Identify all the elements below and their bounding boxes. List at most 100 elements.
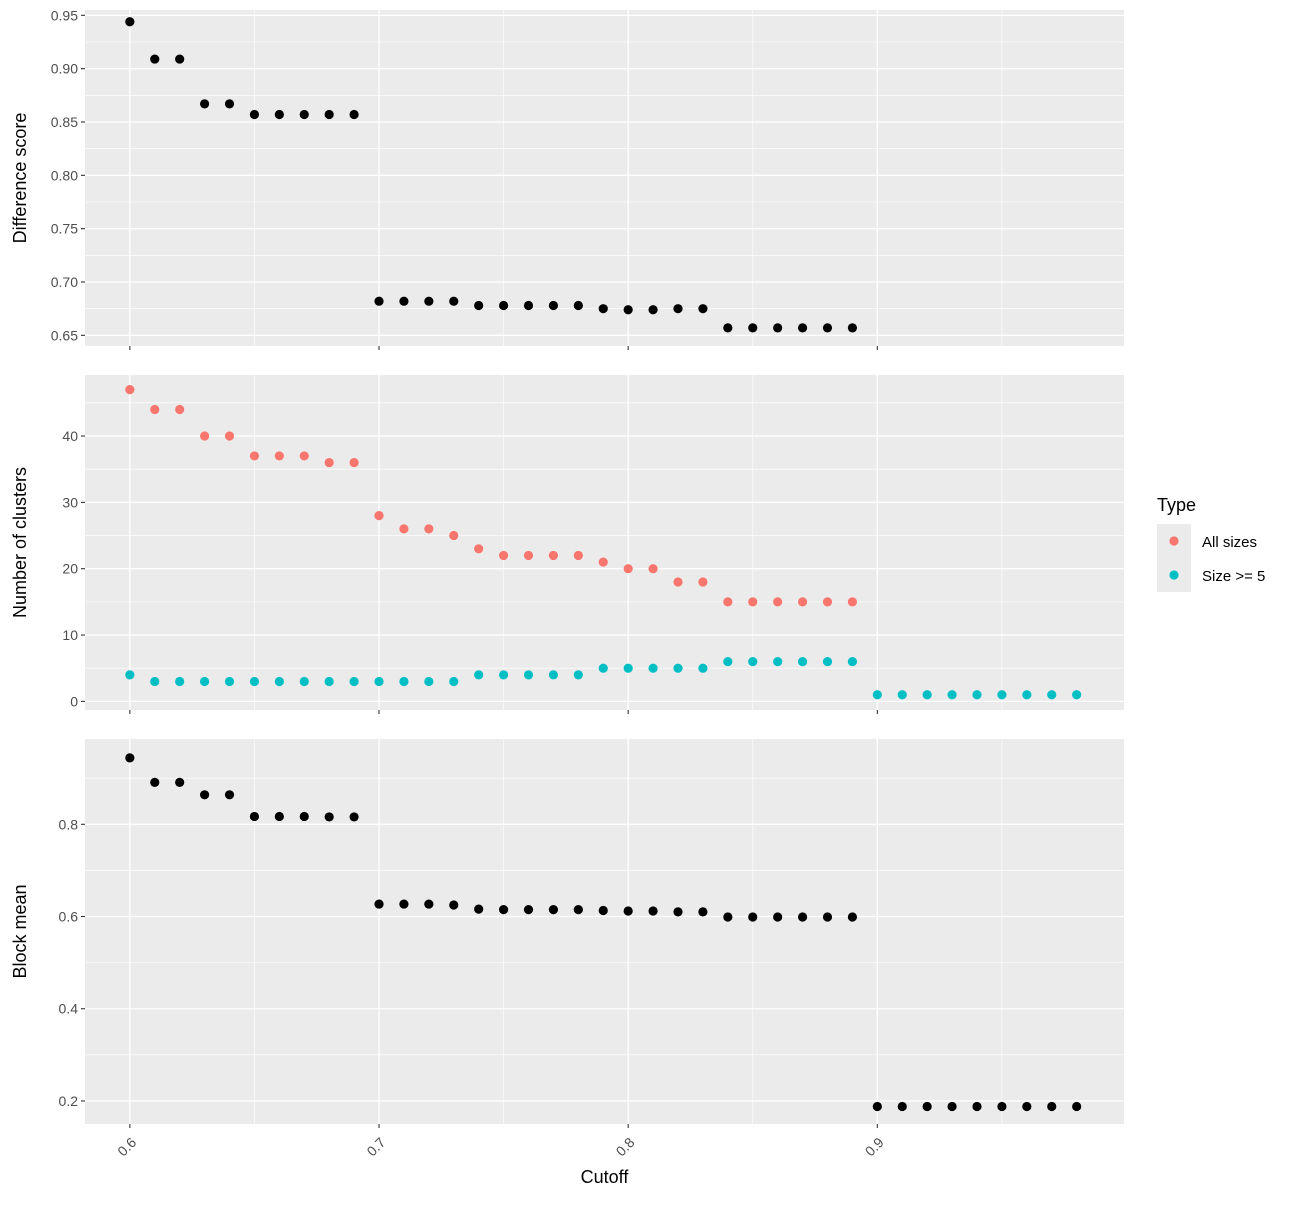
data-point-series-1	[449, 900, 459, 910]
data-point-series-2	[1022, 690, 1032, 700]
legend-key-point	[1169, 570, 1179, 580]
data-point-series-1	[1072, 1101, 1082, 1112]
data-point-series-1	[748, 912, 758, 922]
data-point-series-1	[1047, 1101, 1057, 1112]
data-point-series-1	[399, 296, 409, 306]
y-tick-label: 0.95	[51, 7, 78, 23]
data-point-series-2	[598, 663, 608, 673]
y-tick-label: 0.4	[59, 1001, 79, 1017]
data-point-series-1	[125, 17, 135, 27]
panel-2: 0 10 20 30 40 Number of clusters Type All sizes…	[10, 375, 1265, 714]
data-point-series-1	[125, 753, 135, 763]
data-point-series-1	[199, 99, 210, 109]
data-point-series-2	[972, 690, 982, 700]
y-tick-label: 0.90	[51, 61, 78, 77]
y-tick-label: 0.6	[59, 909, 79, 925]
data-point-series-2	[424, 676, 434, 687]
y-tick-label: 0.70	[51, 274, 78, 290]
data-point-series-1	[274, 109, 284, 120]
data-point-series-1	[125, 384, 135, 395]
data-point-series-2	[922, 690, 932, 700]
data-point-series-1	[374, 296, 384, 306]
data-point-series-1	[324, 812, 334, 822]
legend: Type All sizes Size >= 5	[1157, 495, 1265, 592]
data-point-series-2	[947, 690, 957, 700]
data-point-series-1	[199, 431, 210, 441]
data-point-series-1	[449, 296, 459, 306]
data-point-series-1	[598, 557, 608, 567]
data-point-series-2	[822, 656, 833, 667]
data-point-series-1	[1022, 1101, 1032, 1112]
data-point-series-1	[424, 524, 434, 534]
data-point-series-1	[723, 597, 733, 607]
data-point-series-2	[723, 656, 733, 667]
data-point-series-2	[897, 690, 907, 700]
data-point-series-1	[673, 907, 683, 917]
panel-background	[85, 375, 1124, 710]
data-point-series-1	[997, 1101, 1007, 1112]
data-point-series-1	[972, 1101, 982, 1112]
y-axis-label: Number of clusters	[10, 467, 30, 618]
data-point-series-1	[498, 550, 509, 561]
data-point-series-2	[150, 676, 160, 687]
data-point-series-2	[324, 676, 334, 687]
data-point-series-1	[797, 323, 808, 333]
y-tick-label: 0	[70, 693, 78, 709]
legend-key-point	[1169, 536, 1179, 546]
data-point-series-1	[648, 564, 658, 574]
data-point-series-2	[1072, 690, 1082, 700]
data-point-series-2	[449, 676, 459, 687]
data-point-series-1	[598, 304, 608, 314]
data-point-series-2	[274, 676, 284, 687]
data-point-series-2	[175, 676, 185, 687]
data-point-series-2	[648, 663, 658, 673]
data-point-series-1	[399, 524, 409, 534]
data-point-series-1	[249, 451, 260, 461]
data-point-series-1	[573, 904, 583, 915]
data-point-series-2	[224, 676, 235, 687]
data-point-series-1	[498, 300, 509, 311]
data-point-series-1	[573, 300, 583, 311]
data-point-series-1	[947, 1101, 957, 1112]
y-tick-label: 40	[62, 428, 78, 444]
x-tick-label: 0.8	[613, 1134, 638, 1159]
data-point-series-2	[399, 676, 409, 687]
data-point-series-1	[224, 99, 235, 109]
data-point-series-1	[648, 305, 658, 315]
data-point-series-2	[548, 670, 559, 680]
data-point-series-2	[748, 656, 758, 667]
data-point-series-2	[673, 663, 683, 673]
data-point-series-1	[673, 577, 683, 587]
data-point-series-1	[474, 544, 484, 554]
data-point-series-1	[349, 457, 359, 468]
data-point-series-1	[523, 550, 534, 561]
y-axis-label: Difference score	[10, 113, 30, 244]
data-point-series-1	[274, 811, 284, 822]
data-point-series-1	[224, 431, 235, 441]
y-tick-label: 0.65	[51, 327, 78, 343]
data-point-series-1	[723, 323, 733, 333]
data-point-series-1	[648, 906, 658, 916]
data-point-series-1	[523, 904, 534, 915]
data-point-series-2	[997, 690, 1007, 700]
x-axis-label: Cutoff	[581, 1167, 630, 1187]
data-point-series-1	[175, 404, 185, 415]
data-point-series-1	[523, 300, 534, 311]
data-point-series-1	[374, 899, 384, 909]
data-point-series-2	[523, 670, 534, 680]
data-point-series-1	[349, 109, 359, 120]
data-point-series-1	[299, 109, 309, 120]
data-point-series-1	[598, 905, 608, 916]
data-point-series-1	[748, 323, 758, 333]
data-point-series-1	[822, 323, 833, 333]
x-tick-label: 0.6	[114, 1134, 139, 1159]
data-point-series-1	[673, 304, 683, 314]
y-tick-label: 10	[62, 627, 78, 643]
data-point-series-1	[474, 300, 484, 311]
data-point-series-1	[150, 777, 160, 787]
data-point-series-1	[822, 912, 833, 922]
legend-label: All sizes	[1202, 534, 1257, 551]
data-point-series-1	[249, 811, 260, 822]
data-point-series-2	[199, 676, 210, 687]
